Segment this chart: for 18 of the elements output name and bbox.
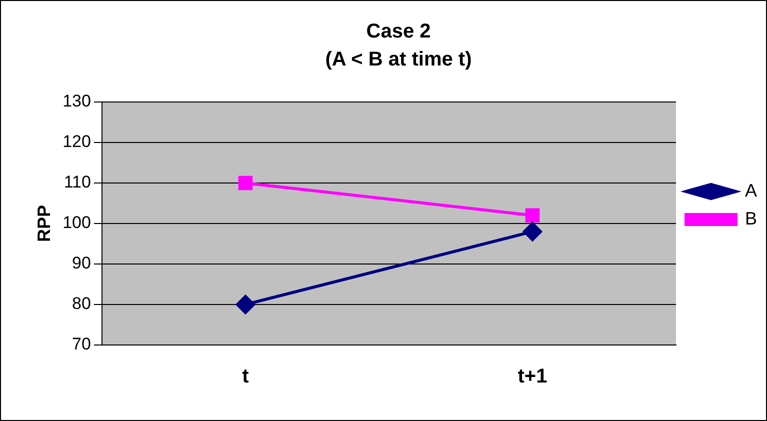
y-tick-label: 110 (64, 172, 91, 192)
y-axis-title: RPP (34, 204, 54, 242)
y-tick-label: 70 (72, 334, 91, 354)
y-tick-label: 120 (62, 132, 91, 152)
y-tick-label: 100 (62, 213, 91, 232)
chart-subtitle: (A < B at time t) (325, 48, 472, 71)
x-tick-label: t (242, 366, 250, 388)
y-tick-label: 130 (62, 92, 91, 111)
point (522, 222, 542, 242)
y-tick-label: 80 (72, 294, 91, 314)
x-tick-label: t+1 (518, 366, 548, 388)
point (236, 295, 255, 314)
legend-label: B (744, 208, 758, 228)
point (238, 176, 253, 190)
point (525, 208, 540, 223)
legend-label: A (744, 180, 758, 200)
chart-title: Case 2 (366, 20, 431, 43)
y-tick-label: 90 (72, 254, 91, 273)
